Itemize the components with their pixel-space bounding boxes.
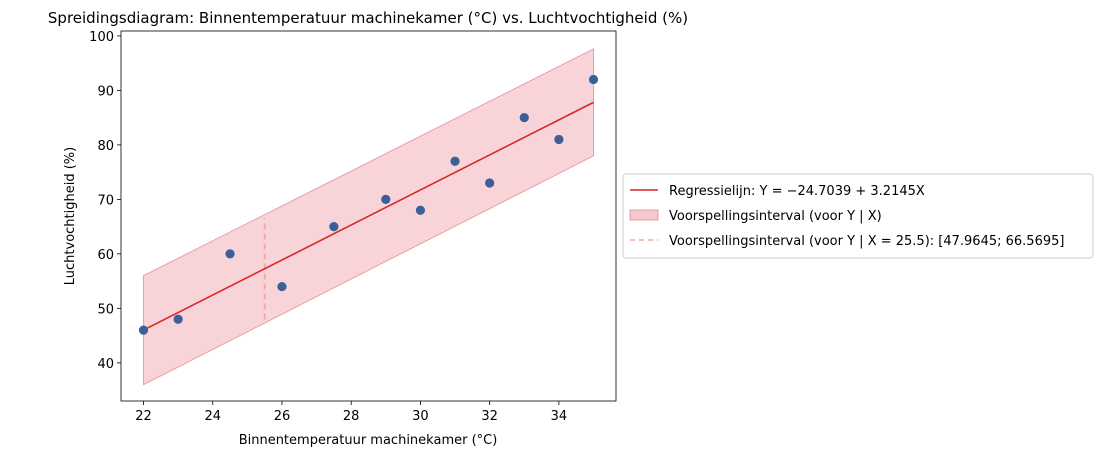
legend-band-label: Voorspellingsinterval (voor Y | X) [669,209,882,224]
legend-band-swatch [629,209,659,221]
data-point [554,134,564,145]
legend-regression-label: Regressielijn: Y = −24.7039 + 3.2145X [669,184,925,199]
data-point [381,194,391,204]
data-point [485,178,495,188]
data-point [173,314,183,324]
data-point [277,281,287,292]
x-tick-label: 26 [274,409,291,424]
data-point [329,222,339,232]
x-tick-label: 32 [481,409,498,424]
data-point [415,205,426,215]
plot-area [138,48,599,386]
chart-title: Spreidingsdiagram: Binnentemperatuur mac… [48,9,688,27]
y-tick-label: 100 [89,30,114,45]
x-tick-label: 30 [412,409,429,424]
data-point [225,249,235,259]
plot-frame [120,30,617,402]
data-point [519,113,529,123]
y-tick-label: 40 [97,357,114,372]
axes: 22 24 26 28 30 32 34 40 50 60 70 80 90 100 [89,30,567,424]
y-axis-label: Luchtvochtigheid (%) [63,147,78,285]
x-axis-label: Binnentemperatuur machinekamer (°C) [239,433,498,448]
data-point [138,325,149,335]
regression-line [143,101,594,331]
data-point [450,156,460,166]
data-point [588,74,599,85]
legend-frame [622,173,1094,259]
y-tick-label: 60 [97,248,114,263]
x-tick-label: 24 [204,409,221,424]
x-tick-label: 22 [135,409,152,424]
y-tick-label: 80 [97,139,114,154]
x-tick-label: 34 [551,409,568,424]
legend: Regressielijn: Y = −24.7039 + 3.2145X Vo… [622,173,1094,259]
y-tick-label: 70 [97,193,114,208]
x-tick-label: 28 [343,409,360,424]
legend-dashed-label: Voorspellingsinterval (voor Y | X = 25.5… [669,234,1064,249]
y-tick-label: 50 [97,302,114,317]
y-tick-label: 90 [97,84,114,99]
